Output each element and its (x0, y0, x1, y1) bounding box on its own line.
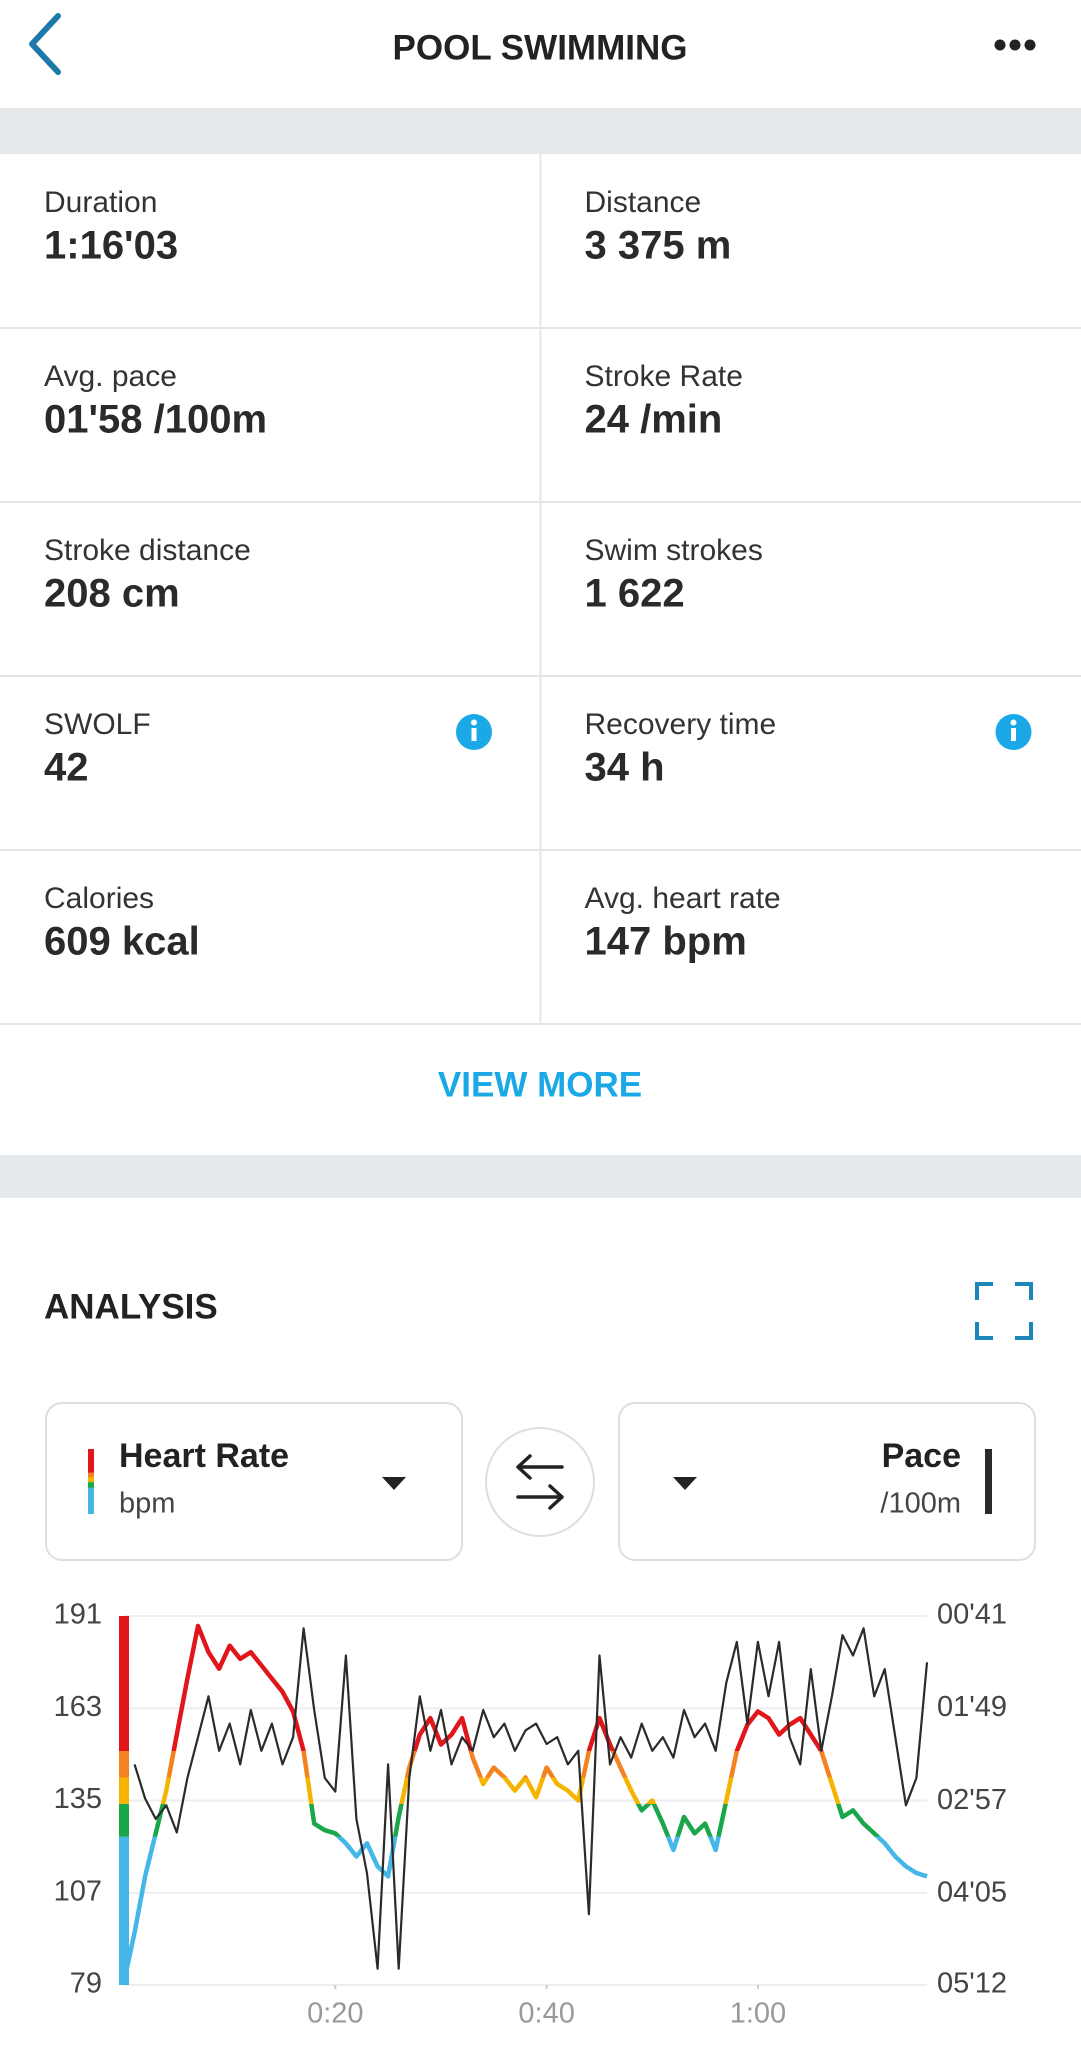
y2-tick-label: 00'41 (937, 1599, 1007, 1631)
fullscreen-button[interactable] (975, 1282, 1033, 1340)
stat-label: Stroke Rate (585, 360, 743, 393)
series-line (121, 1623, 928, 1983)
selector-unit: /100m (880, 1488, 961, 1520)
y2-tick-label: 02'57 (937, 1784, 1007, 1816)
info-icon-dot (471, 719, 477, 726)
info-button[interactable] (995, 714, 1032, 750)
y-tick-label: 163 (54, 1691, 102, 1723)
zone-swatch (88, 1449, 94, 1473)
zone-band (119, 1803, 129, 1837)
y2-tick-label: 01'49 (937, 1691, 1007, 1723)
series-line (133, 1627, 929, 1970)
stat-label: Distance (585, 186, 702, 219)
dropdown-arrow (673, 1477, 697, 1490)
menu-dot (1009, 39, 1021, 51)
stat-label: Duration (44, 186, 157, 219)
x-tick-label: 0:40 (518, 1998, 574, 2030)
zone-band (119, 1616, 129, 1752)
zone-band (119, 1777, 129, 1804)
view-more-button[interactable]: VIEW MORE (438, 1065, 642, 1104)
stat-label: Recovery time (585, 708, 777, 741)
stat-value: 3 375 m (585, 224, 732, 268)
page-title: POOL SWIMMING (393, 28, 688, 67)
stat-value: 34 h (585, 746, 665, 790)
stat-label: Calories (44, 882, 154, 915)
y-tick-label: 135 (54, 1783, 102, 1815)
zone-band (119, 1751, 129, 1778)
stats-grid: Duration 1:16'03 Distance 3 375 m Avg. pace 0… (0, 154, 1081, 1025)
stat-label: Stroke distance (44, 534, 251, 567)
y-tick-label: 79 (70, 1968, 102, 2000)
selector-box (45, 1402, 463, 1561)
stat-label: SWOLF (44, 708, 151, 741)
separator-band (0, 1155, 1081, 1198)
x-tick-label: 0:20 (307, 1998, 363, 2030)
section-title: ANALYSIS (44, 1287, 218, 1326)
zone-swatch (88, 1477, 94, 1483)
zone-band (119, 1836, 129, 1985)
y2-tick-label: 04'05 (937, 1876, 1007, 1908)
stat-value: 42 (44, 746, 89, 790)
menu-dot (994, 39, 1006, 51)
info-button[interactable] (456, 714, 492, 750)
swap-circle (485, 1427, 595, 1537)
stat-value: 609 kcal (44, 920, 200, 964)
stat-label: Avg. heart rate (585, 882, 781, 915)
selector-unit: bpm (119, 1488, 175, 1520)
back-button[interactable] (29, 13, 61, 75)
more-menu[interactable] (994, 39, 1036, 51)
separator-band (0, 108, 1081, 154)
y-tick-label: 107 (54, 1875, 102, 1907)
stat-value: 1 622 (585, 572, 685, 616)
zone-swatch (88, 1472, 94, 1478)
info-icon-stem (1011, 728, 1016, 741)
stat-value: 208 cm (44, 572, 180, 616)
y-tick-label: 191 (54, 1599, 102, 1631)
y2-tick-label: 05'12 (937, 1968, 1007, 2000)
selector-title: Heart Rate (119, 1437, 289, 1475)
menu-dot (1024, 39, 1036, 51)
stat-value: 147 bpm (585, 920, 747, 964)
series-swatch (985, 1449, 992, 1514)
stat-value: 1:16'03 (44, 224, 178, 268)
stat-label: Swim strokes (585, 534, 763, 567)
swap-icon (516, 1454, 564, 1510)
left-selector[interactable]: Heart Rate bpm (45, 1402, 463, 1561)
stat-value: 24 /min (585, 398, 723, 442)
stat-label: Avg. pace (44, 360, 177, 393)
zone-swatch (88, 1487, 94, 1514)
info-icon-stem (471, 728, 477, 741)
selector-title: Pace (882, 1437, 961, 1475)
swap-button[interactable] (485, 1427, 595, 1537)
info-icon-dot (1010, 719, 1017, 726)
selector-box (618, 1402, 1036, 1561)
chart: 79 107 135 163 191 05'12 04'05 02'57 01'49 00'41 0… (54, 1599, 1007, 2030)
x-tick-label: 1:00 (730, 1998, 786, 2030)
dropdown-arrow (382, 1477, 406, 1490)
right-selector[interactable]: Pace /100m (618, 1402, 1036, 1561)
stat-value: 01'58 /100m (44, 398, 267, 442)
zone-swatch (88, 1482, 94, 1488)
zone-indicator (88, 1449, 94, 1514)
